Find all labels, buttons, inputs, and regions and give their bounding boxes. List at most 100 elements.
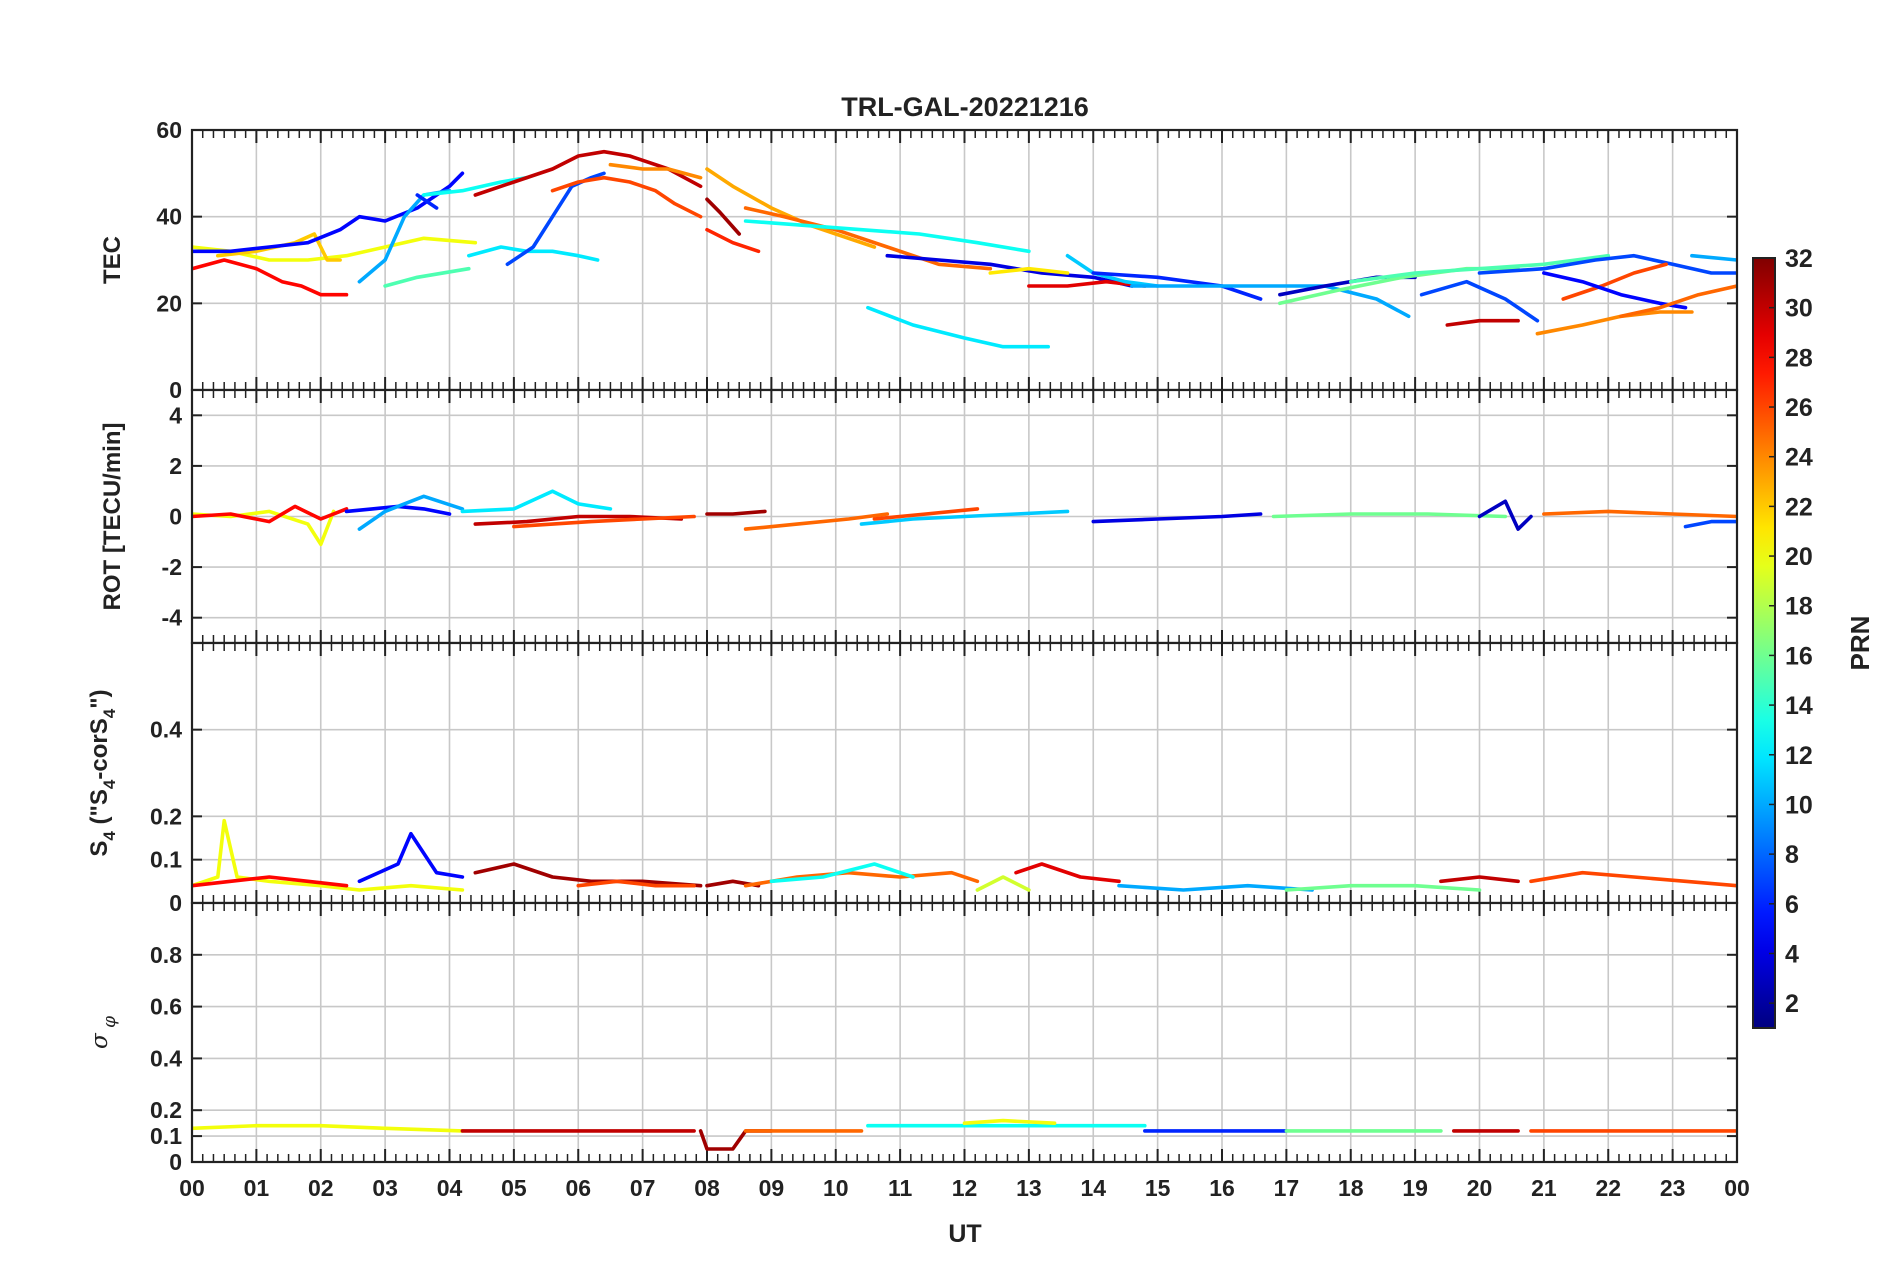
- x-axis-label: UT: [948, 1220, 981, 1248]
- series-prn-7: [1419, 279, 1540, 323]
- panel-rot: -4 -2 0 2 4 ROT [TECU/min]: [99, 388, 1739, 645]
- x-tick-label: 05: [501, 1175, 527, 1201]
- panel-s4: 0 0.1 0.2 0.4 S4 ("S4-corS4"): [86, 641, 1739, 916]
- y-tick-label: 0.4: [150, 717, 182, 743]
- x-tick-label: 19: [1402, 1175, 1428, 1201]
- series-prn-4: [1091, 512, 1263, 524]
- series-prn-26: [512, 514, 696, 529]
- series-prn-28: [192, 258, 349, 297]
- y-tick-label: 20: [156, 290, 182, 316]
- series-prn-19: [975, 875, 1031, 892]
- series-prn-12: [466, 245, 600, 262]
- x-tick-label: 00: [179, 1175, 205, 1201]
- series-prn-26: [1529, 870, 1737, 888]
- x-tick-label: 02: [308, 1175, 334, 1201]
- series-group: [192, 149, 1737, 349]
- y-axis-label: TEC: [99, 236, 126, 284]
- colorbar-tick-label: 6: [1785, 891, 1799, 919]
- x-tick-label: 08: [694, 1175, 720, 1201]
- colorbar-label: PRN: [1845, 616, 1875, 671]
- series-prn-26: [1561, 262, 1668, 301]
- y-tick-label: 2: [169, 453, 182, 479]
- y-tick-label: 0.8: [150, 942, 182, 968]
- series-prn-16: [1284, 883, 1482, 892]
- series-prn-12: [866, 305, 1050, 349]
- x-tick-label: 20: [1467, 1175, 1493, 1201]
- y-axis-label: ROT [TECU/min]: [99, 423, 126, 611]
- series-prn-12: [460, 489, 613, 514]
- colorbar-tick-label: 2: [1785, 990, 1799, 1018]
- series-group: [192, 818, 1737, 892]
- chart-title: TRL-GAL-20221216: [841, 92, 1089, 122]
- series-prn-28: [192, 875, 349, 888]
- colorbar-gradient: [1752, 257, 1776, 1029]
- x-tick-label: 10: [823, 1175, 849, 1201]
- colorbar-tick-label: 24: [1785, 444, 1813, 472]
- x-tick-label: 21: [1531, 1175, 1557, 1201]
- series-prn-13: [421, 175, 529, 197]
- x-tick-label: 07: [630, 1175, 656, 1201]
- series-prn-16: [1271, 512, 1508, 519]
- colorbar-tick-label: 8: [1785, 841, 1799, 869]
- y-tick-label: -2: [162, 554, 182, 580]
- series-prn-11: [1065, 253, 1160, 288]
- x-tick-label: 16: [1209, 1175, 1235, 1201]
- colorbar-tick-label: 18: [1785, 593, 1813, 621]
- x-tick-label: 18: [1338, 1175, 1364, 1201]
- x-tick-label: 14: [1080, 1175, 1106, 1201]
- x-tick-label: 11: [888, 1175, 913, 1201]
- x-tick-label: 15: [1145, 1175, 1171, 1201]
- series-prn-13: [743, 219, 1031, 254]
- series-prn-27: [705, 227, 761, 254]
- series-prn-13: [769, 862, 915, 884]
- y-tick-label: -4: [162, 605, 183, 631]
- y-tick-label: 60: [156, 117, 182, 143]
- series-prn-6: [1091, 271, 1263, 301]
- series-prn-31: [705, 509, 767, 516]
- series-prn-10: [357, 494, 465, 531]
- panel-sigma: 00.10.2 0.4 0.6 0.8 σ φ: [87, 901, 1739, 1175]
- colorbar-tick-label: 20: [1785, 543, 1813, 571]
- series-prn-20: [192, 818, 465, 892]
- colorbar-tick-label: 12: [1785, 742, 1813, 770]
- colorbar-tick-label: 4: [1785, 940, 1799, 968]
- series-prn-7: [505, 171, 606, 267]
- series-prn-31: [705, 197, 742, 236]
- colorbar-tick-label: 32: [1785, 245, 1813, 273]
- y-tick-label: 0.2: [150, 803, 182, 829]
- y-tick-label: 0: [169, 890, 182, 916]
- series-prn-25: [743, 206, 993, 271]
- colorbar-tick-label: 10: [1785, 791, 1813, 819]
- series-prn-28: [192, 504, 349, 524]
- series-prn-5: [192, 171, 465, 254]
- colorbar-tick-label: 14: [1785, 692, 1813, 720]
- colorbar-tick-label: 30: [1785, 295, 1813, 323]
- series-prn-3: [1477, 499, 1533, 531]
- series-group: [192, 1118, 1737, 1151]
- colorbar-tick-label: 28: [1785, 344, 1813, 372]
- x-tick-label: 12: [952, 1175, 978, 1201]
- y-tick-label: 0.2: [150, 1097, 182, 1123]
- y-tick-label: 0.1: [150, 847, 182, 873]
- x-tick-label: 23: [1660, 1175, 1686, 1201]
- series-prn-15: [1349, 253, 1611, 284]
- series-prn-7: [1477, 253, 1737, 275]
- series-prn-30: [473, 149, 703, 197]
- panel-tec: 0 20 40 60 TEC: [99, 117, 1739, 403]
- x-tick-label: 22: [1595, 1175, 1621, 1201]
- y-tick-label: 0.6: [150, 994, 182, 1020]
- series-prn-21: [988, 266, 1070, 275]
- series-prn-30: [1445, 318, 1520, 327]
- colorbar-tick-label: 26: [1785, 394, 1813, 422]
- x-tick-label: 04: [437, 1175, 463, 1201]
- series-prn-10: [1690, 253, 1737, 262]
- series-prn-31: [473, 862, 703, 888]
- colorbar-tick-label: 22: [1785, 493, 1813, 521]
- series-prn-5: [357, 831, 465, 884]
- x-tick-label: 00: [1724, 1175, 1750, 1201]
- series-prn-20: [192, 1123, 465, 1133]
- series-prn-11: [859, 509, 1070, 526]
- y-tick-label: 0: [169, 1149, 182, 1175]
- series-prn-24: [608, 162, 703, 180]
